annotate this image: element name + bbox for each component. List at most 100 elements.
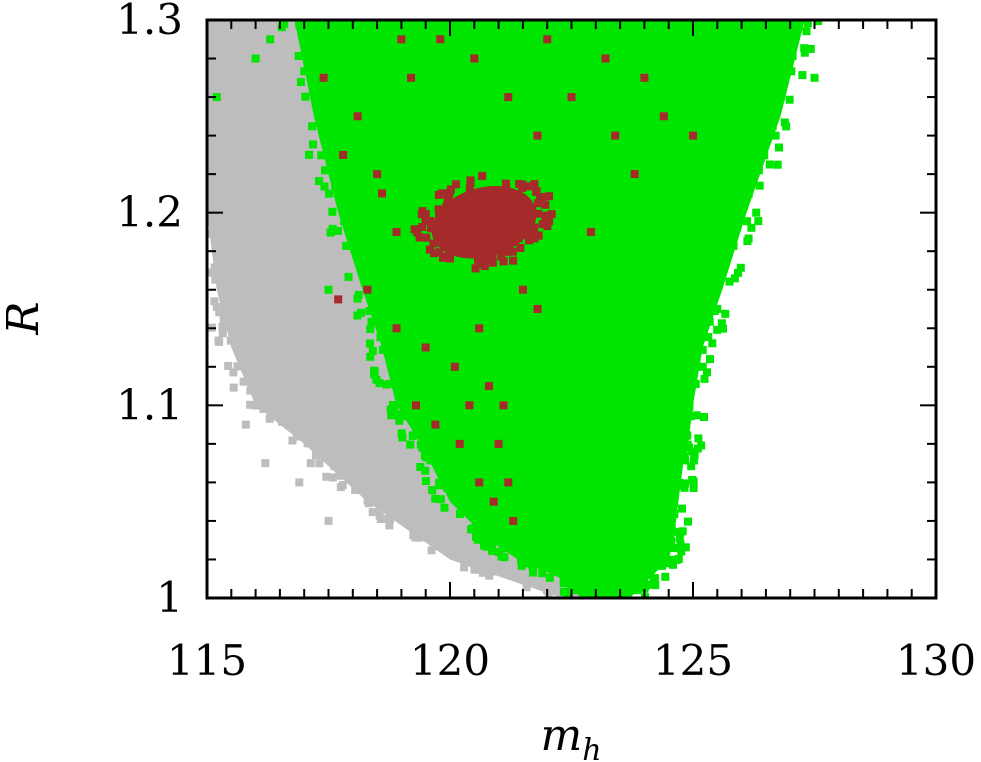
series-1-edge-marker (368, 347, 377, 355)
series-0-edge-marker (207, 116, 215, 125)
series-2-cluster-marker (519, 198, 528, 207)
series-1-edge-marker (662, 503, 671, 512)
series-0-edge-marker (303, 439, 312, 448)
series-0-edge-marker (191, 119, 199, 127)
series-1-edge-marker (700, 413, 708, 421)
series-0-edge-marker (278, 417, 286, 426)
series-2-cluster-marker (457, 248, 466, 257)
series-2-cluster-marker (426, 224, 435, 233)
series-0-edge-marker (219, 262, 228, 271)
series-0-edge-marker (339, 466, 348, 475)
series-0-edge-marker (207, 149, 216, 158)
series-1-edge-marker (352, 234, 361, 243)
series-1-edge-marker (689, 339, 698, 348)
series-2-point (484, 382, 493, 391)
series-0-edge-marker (215, 154, 224, 163)
series-0-edge-marker (211, 232, 220, 241)
series-2-cluster-marker (475, 238, 484, 247)
series-0-edge-marker (207, 268, 212, 277)
series-0-edge-marker (251, 401, 260, 410)
series-1-edge-marker (800, 48, 809, 57)
series-2-cluster-marker (480, 262, 489, 271)
series-1-edge-marker (469, 524, 478, 533)
series-0-edge-marker (488, 566, 497, 575)
series-2-cluster-marker (543, 222, 552, 231)
series-1-edge-marker (403, 411, 412, 420)
series-1-edge-marker (370, 366, 378, 375)
series-0-edge-marker (288, 436, 297, 445)
series-0-edge-marker (213, 68, 222, 77)
series-1-edge-marker (567, 572, 576, 581)
series-1-edge-marker (742, 177, 751, 185)
series-1-edge-marker (697, 441, 706, 450)
series-1-edge-marker (380, 325, 389, 334)
series-2-cluster-marker (518, 183, 527, 192)
series-2-cluster-marker (485, 187, 494, 195)
series-1-edge-marker (385, 324, 394, 333)
series-2-cluster-marker (488, 252, 497, 261)
series-1-edge-marker (363, 263, 372, 272)
series-1-edge-marker (340, 217, 349, 226)
series-1-edge-marker (668, 555, 677, 564)
series-2-cluster-marker (528, 205, 537, 214)
series-1-edge-marker (701, 308, 710, 317)
series-1-edge-marker (348, 223, 357, 232)
series-1-edge-marker (662, 535, 671, 544)
series-0-edge-marker (501, 569, 510, 578)
series-0-edge-marker (211, 275, 220, 284)
series-2-cluster-marker (516, 244, 525, 252)
series-2-cluster-marker (430, 249, 439, 258)
series-0-edge-marker (214, 336, 223, 345)
series-2-cluster-marker (530, 234, 539, 243)
series-2-point (518, 285, 527, 294)
series-1-edge-marker (798, 71, 807, 80)
series-1-edge-marker (309, 140, 317, 149)
series-0-edge-marker (229, 383, 238, 392)
series-0-edge-marker (522, 583, 531, 592)
series-2-point (611, 131, 620, 140)
series-1-edge-marker (420, 443, 429, 452)
series-1-edge-marker (363, 268, 372, 277)
series-1-edge-marker (704, 333, 713, 342)
series-1-edge-marker (457, 504, 466, 513)
series-1-edge-marker (689, 456, 698, 465)
series-2-cluster-marker (444, 217, 452, 225)
series-1-edge-marker (477, 535, 486, 544)
series-1-edge-marker (342, 241, 351, 250)
series-1-edge-marker (308, 122, 317, 131)
series-2-cluster-marker (503, 205, 512, 214)
series-1-edge-marker (326, 228, 335, 237)
series-0-edge-marker (229, 313, 238, 322)
series-1-edge-marker (455, 510, 464, 518)
series-1-edge-marker (661, 494, 670, 503)
series-2-cluster-marker (506, 194, 515, 202)
series-2-cluster-marker (488, 258, 497, 267)
series-2-cluster-marker (443, 196, 452, 205)
series-1-edge-marker (729, 241, 738, 250)
series-1-edge-marker (636, 573, 645, 582)
series-1-edge-marker (782, 122, 791, 131)
series-1-edge-marker (497, 552, 506, 561)
series-2-cluster-marker (426, 217, 434, 225)
series-0-point (368, 497, 377, 506)
series-1-edge-marker (529, 568, 538, 577)
series-0-edge-marker (199, 175, 207, 183)
series-0-edge-marker (207, 229, 215, 238)
series-1-edge-marker (664, 486, 672, 495)
series-1-edge-marker (398, 412, 407, 421)
series-0-edge-marker (198, 215, 206, 223)
series-0-edge-marker (460, 563, 469, 572)
series-1-edge-marker (692, 411, 701, 420)
series-1-edge-marker (563, 589, 572, 598)
series-2-cluster-marker (440, 236, 449, 245)
x-axis-label: mh (540, 710, 601, 762)
series-1-edge-marker (703, 368, 711, 377)
series-1-edge-marker (650, 574, 659, 583)
series-0-edge-marker (210, 297, 219, 306)
series-0-edge-marker (485, 571, 494, 580)
x-tick-label: 130 (896, 636, 976, 685)
series-0-edge-marker (196, 105, 204, 113)
series-2-cluster-marker (457, 235, 466, 244)
series-1-edge-marker (667, 537, 676, 546)
